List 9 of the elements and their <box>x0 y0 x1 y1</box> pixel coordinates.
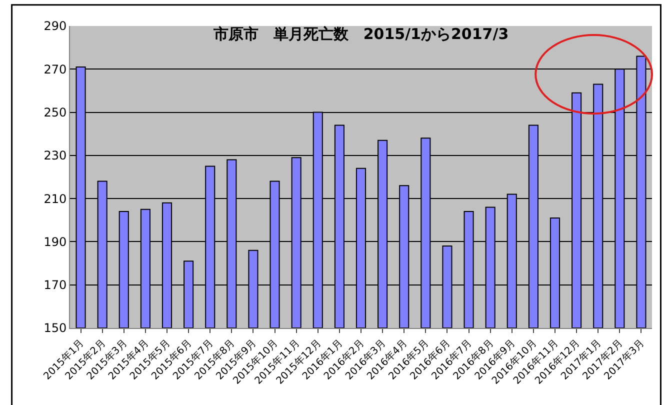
y-tick-label: 270 <box>44 62 67 76</box>
chart-title: 市原市 単月死亡数 2015/1から2017/3 <box>212 24 509 43</box>
y-tick-label: 290 <box>44 19 67 34</box>
y-tick-label: 250 <box>44 105 67 120</box>
y-tick-label: 150 <box>44 321 67 336</box>
y-tick-label: 210 <box>44 192 67 206</box>
y-tick-label: 170 <box>44 278 67 292</box>
y-tick-label: 230 <box>44 148 67 163</box>
y-tick-label: 190 <box>44 234 67 249</box>
